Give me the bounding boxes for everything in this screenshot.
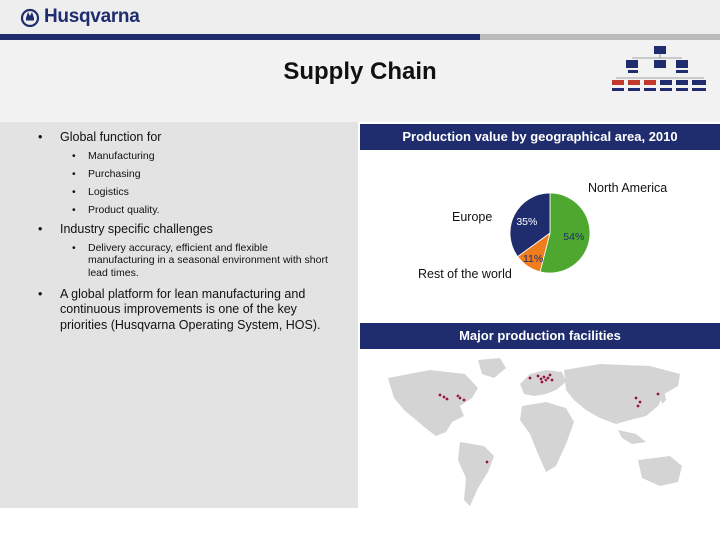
- facility-marker: [457, 395, 463, 401]
- chart-header: Production value by geographical area, 2…: [360, 124, 720, 150]
- facility-marker: [484, 459, 490, 465]
- facility-marker: [535, 373, 541, 379]
- org-chart-thumbnail-icon: [612, 46, 706, 91]
- pie-value-label-north-america: 54%: [563, 231, 584, 243]
- facility-marker: [655, 391, 661, 397]
- pie-slice-north-america: [539, 192, 591, 274]
- south-america-landmass: [458, 442, 494, 506]
- husqvarna-crown-icon: [20, 8, 40, 27]
- map-header: Major production facilities: [360, 323, 720, 349]
- facility-marker: [539, 379, 545, 385]
- facility-marker: [437, 392, 443, 398]
- pie-label-north-america: North America: [588, 181, 668, 195]
- bullet-logistics: Logistics: [30, 186, 330, 199]
- brand-name: Husqvarna: [44, 6, 140, 27]
- header-rule-grey: [480, 34, 720, 40]
- continents: [388, 358, 682, 506]
- facility-marker: [441, 394, 447, 400]
- page-title: Supply Chain: [283, 58, 437, 85]
- pie-value-label-europe: 35%: [516, 216, 537, 228]
- facility-marker: [541, 374, 547, 380]
- facility-marker: [637, 399, 643, 405]
- pie-label-europe: Europe: [452, 210, 493, 224]
- pie-chart: 54% 11% 35%: [509, 192, 591, 274]
- world-map: [388, 358, 682, 506]
- bullet-global-platform: A global platform for lean manufacturing…: [30, 287, 330, 334]
- facility-marker: [635, 403, 641, 409]
- africa-landmass: [520, 402, 574, 472]
- header-band: [0, 0, 720, 40]
- bullet-manufacturing: Manufacturing: [30, 150, 330, 163]
- bullet-list: Global function for Manufacturing Purcha…: [30, 130, 330, 337]
- facility-markers: [437, 372, 661, 465]
- bullet-product-quality: Product quality.: [30, 204, 330, 217]
- se-asia-landmass: [618, 430, 646, 444]
- facility-marker: [633, 395, 639, 401]
- bullet-purchasing: Purchasing: [30, 168, 330, 181]
- australia-landmass: [638, 456, 682, 486]
- title-band: [0, 40, 720, 122]
- bullet-delivery-accuracy: Delivery accuracy, efficient and flexibl…: [30, 242, 330, 280]
- facility-marker: [545, 375, 551, 381]
- greenland-landmass: [478, 358, 506, 378]
- north-america-landmass: [388, 370, 478, 436]
- facility-marker: [527, 375, 533, 381]
- pie-value-label-rest-of-the-world: 11%: [523, 253, 543, 265]
- husqvarna-logo: Husqvarna: [20, 6, 140, 28]
- asia-landmass: [564, 364, 680, 424]
- bullet-industry-challenges: Industry specific challenges: [30, 222, 330, 238]
- facility-marker: [461, 397, 467, 403]
- facility-marker: [547, 372, 553, 378]
- japan-landmass: [660, 390, 666, 404]
- facility-marker: [549, 377, 555, 383]
- bullet-global-function: Global function for: [30, 130, 330, 146]
- facility-marker: [444, 396, 450, 402]
- pie-label-rest-of-world: Rest of the world: [418, 267, 512, 281]
- header-rule-blue: [0, 34, 480, 40]
- pie-slice-europe: [509, 192, 551, 258]
